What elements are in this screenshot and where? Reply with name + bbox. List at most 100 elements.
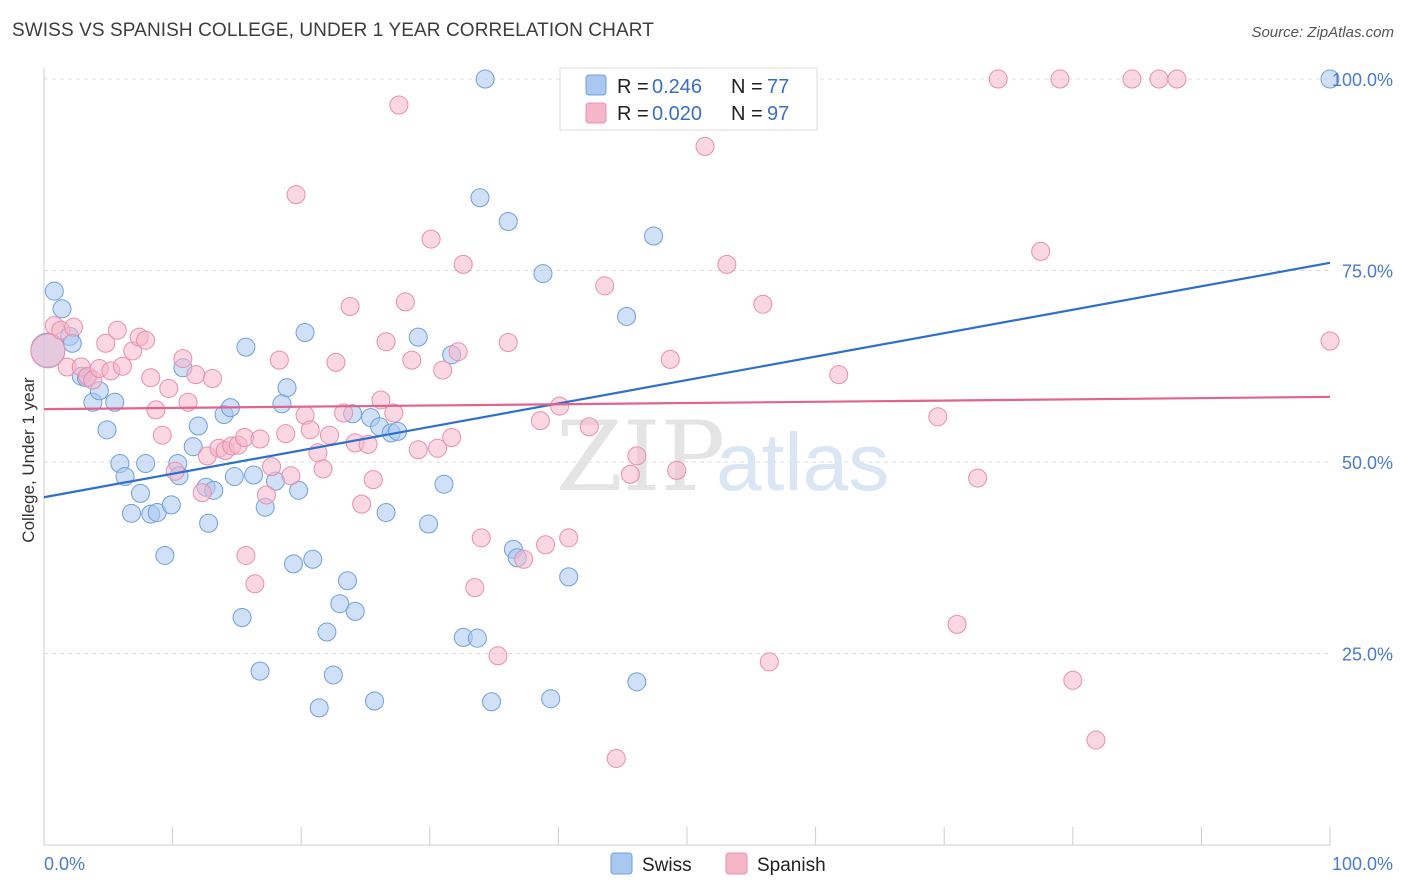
point-swiss bbox=[161, 495, 181, 515]
point-spanish bbox=[64, 317, 84, 337]
point-spanish bbox=[695, 136, 715, 156]
point-swiss bbox=[419, 514, 439, 534]
point-swiss bbox=[541, 689, 561, 709]
series-legend-label-spanish: Spanish bbox=[757, 855, 826, 876]
point-swiss bbox=[309, 698, 329, 718]
series-swiss-points bbox=[30, 69, 1340, 718]
point-spanish bbox=[313, 459, 333, 479]
point-swiss bbox=[121, 503, 141, 523]
point-spanish bbox=[829, 365, 849, 385]
legend-n-label-spanish: N = bbox=[731, 103, 763, 125]
point-spanish bbox=[465, 578, 485, 598]
point-spanish bbox=[498, 333, 518, 353]
point-swiss bbox=[224, 467, 244, 487]
y-tick-label-2: 75.0% bbox=[1342, 262, 1393, 282]
point-spanish bbox=[1320, 331, 1340, 351]
point-spanish bbox=[947, 614, 967, 634]
point-spanish bbox=[245, 574, 265, 594]
point-spanish bbox=[667, 460, 687, 480]
point-spanish bbox=[340, 297, 360, 317]
point-spanish bbox=[442, 427, 462, 447]
legend-swatch-swiss bbox=[585, 74, 607, 96]
point-spanish bbox=[1167, 69, 1187, 89]
point-spanish bbox=[453, 254, 473, 274]
point-swiss bbox=[155, 545, 175, 565]
point-swiss bbox=[183, 437, 203, 457]
point-spanish bbox=[536, 535, 556, 555]
point-swiss bbox=[345, 601, 365, 621]
point-spanish bbox=[620, 464, 640, 484]
legend-r-label-spanish: R = bbox=[617, 103, 649, 125]
point-spanish bbox=[146, 400, 166, 420]
point-spanish bbox=[988, 69, 1008, 89]
point-swiss bbox=[408, 327, 428, 347]
point-spanish bbox=[192, 483, 212, 503]
point-swiss bbox=[232, 607, 252, 627]
point-spanish bbox=[928, 407, 948, 427]
trend-line-spanish bbox=[43, 395, 1331, 411]
trend-line-swiss bbox=[43, 261, 1331, 499]
point-swiss bbox=[617, 306, 637, 326]
point-spanish bbox=[276, 424, 296, 444]
point-swiss bbox=[644, 226, 664, 246]
point-spanish bbox=[136, 330, 156, 350]
stats-legend: R = 0.246 N = 77 R = 0.020 N = 97 bbox=[559, 67, 818, 131]
point-swiss bbox=[330, 594, 350, 614]
watermark-atlas: atlas bbox=[716, 417, 889, 508]
point-spanish bbox=[488, 646, 508, 666]
point-spanish bbox=[1122, 69, 1142, 89]
point-spanish bbox=[326, 352, 346, 372]
point-spanish bbox=[606, 748, 626, 768]
series-legend-label-swiss: Swiss bbox=[642, 855, 692, 876]
point-spanish bbox=[389, 95, 409, 115]
point-swiss bbox=[44, 281, 64, 301]
legend-r-label-swiss: R = bbox=[617, 76, 649, 98]
point-spanish bbox=[514, 549, 534, 569]
point-swiss bbox=[105, 392, 125, 412]
point-swiss bbox=[470, 188, 490, 208]
point-spanish bbox=[448, 342, 468, 362]
point-spanish bbox=[1063, 670, 1083, 690]
point-spanish bbox=[152, 425, 172, 445]
point-spanish bbox=[753, 294, 773, 314]
point-spanish bbox=[363, 470, 383, 490]
point-spanish bbox=[717, 254, 737, 274]
point-spanish bbox=[759, 652, 779, 672]
point-spanish bbox=[371, 390, 391, 410]
point-spanish bbox=[471, 528, 491, 548]
series-legend: Swiss Spanish bbox=[610, 852, 826, 876]
point-swiss bbox=[627, 672, 647, 692]
point-spanish bbox=[627, 446, 647, 466]
point-swiss bbox=[130, 483, 150, 503]
point-spanish bbox=[595, 276, 615, 296]
point-swiss bbox=[199, 513, 219, 533]
point-spanish bbox=[281, 466, 301, 486]
point-spanish bbox=[1149, 69, 1169, 89]
point-spanish bbox=[384, 403, 404, 423]
point-spanish bbox=[262, 457, 282, 477]
point-spanish bbox=[236, 545, 256, 565]
point-spanish bbox=[402, 350, 422, 370]
series-legend-swatch-spanish bbox=[725, 852, 748, 875]
x-tick-labels: 0.0% 100.0% bbox=[44, 854, 1393, 874]
point-spanish bbox=[319, 425, 339, 445]
y-tick-label-3: 100.0% bbox=[1332, 70, 1393, 90]
point-spanish bbox=[968, 468, 988, 488]
point-spanish bbox=[159, 378, 179, 398]
point-swiss bbox=[295, 323, 315, 343]
point-swiss bbox=[323, 665, 343, 685]
legend-r-value-spanish: 0.020 bbox=[652, 103, 702, 125]
y-tick-labels: 25.0% 50.0% 75.0% 100.0% bbox=[1332, 70, 1393, 665]
point-swiss bbox=[434, 474, 454, 494]
point-swiss bbox=[376, 503, 396, 523]
point-spanish bbox=[286, 185, 306, 205]
point-spanish bbox=[112, 356, 132, 376]
point-spanish bbox=[550, 396, 570, 416]
point-spanish bbox=[579, 417, 599, 437]
point-spanish bbox=[173, 349, 193, 369]
point-swiss bbox=[188, 416, 208, 436]
point-spanish bbox=[186, 365, 206, 385]
x-tick-label-0: 0.0% bbox=[44, 854, 85, 874]
point-swiss bbox=[136, 454, 156, 474]
